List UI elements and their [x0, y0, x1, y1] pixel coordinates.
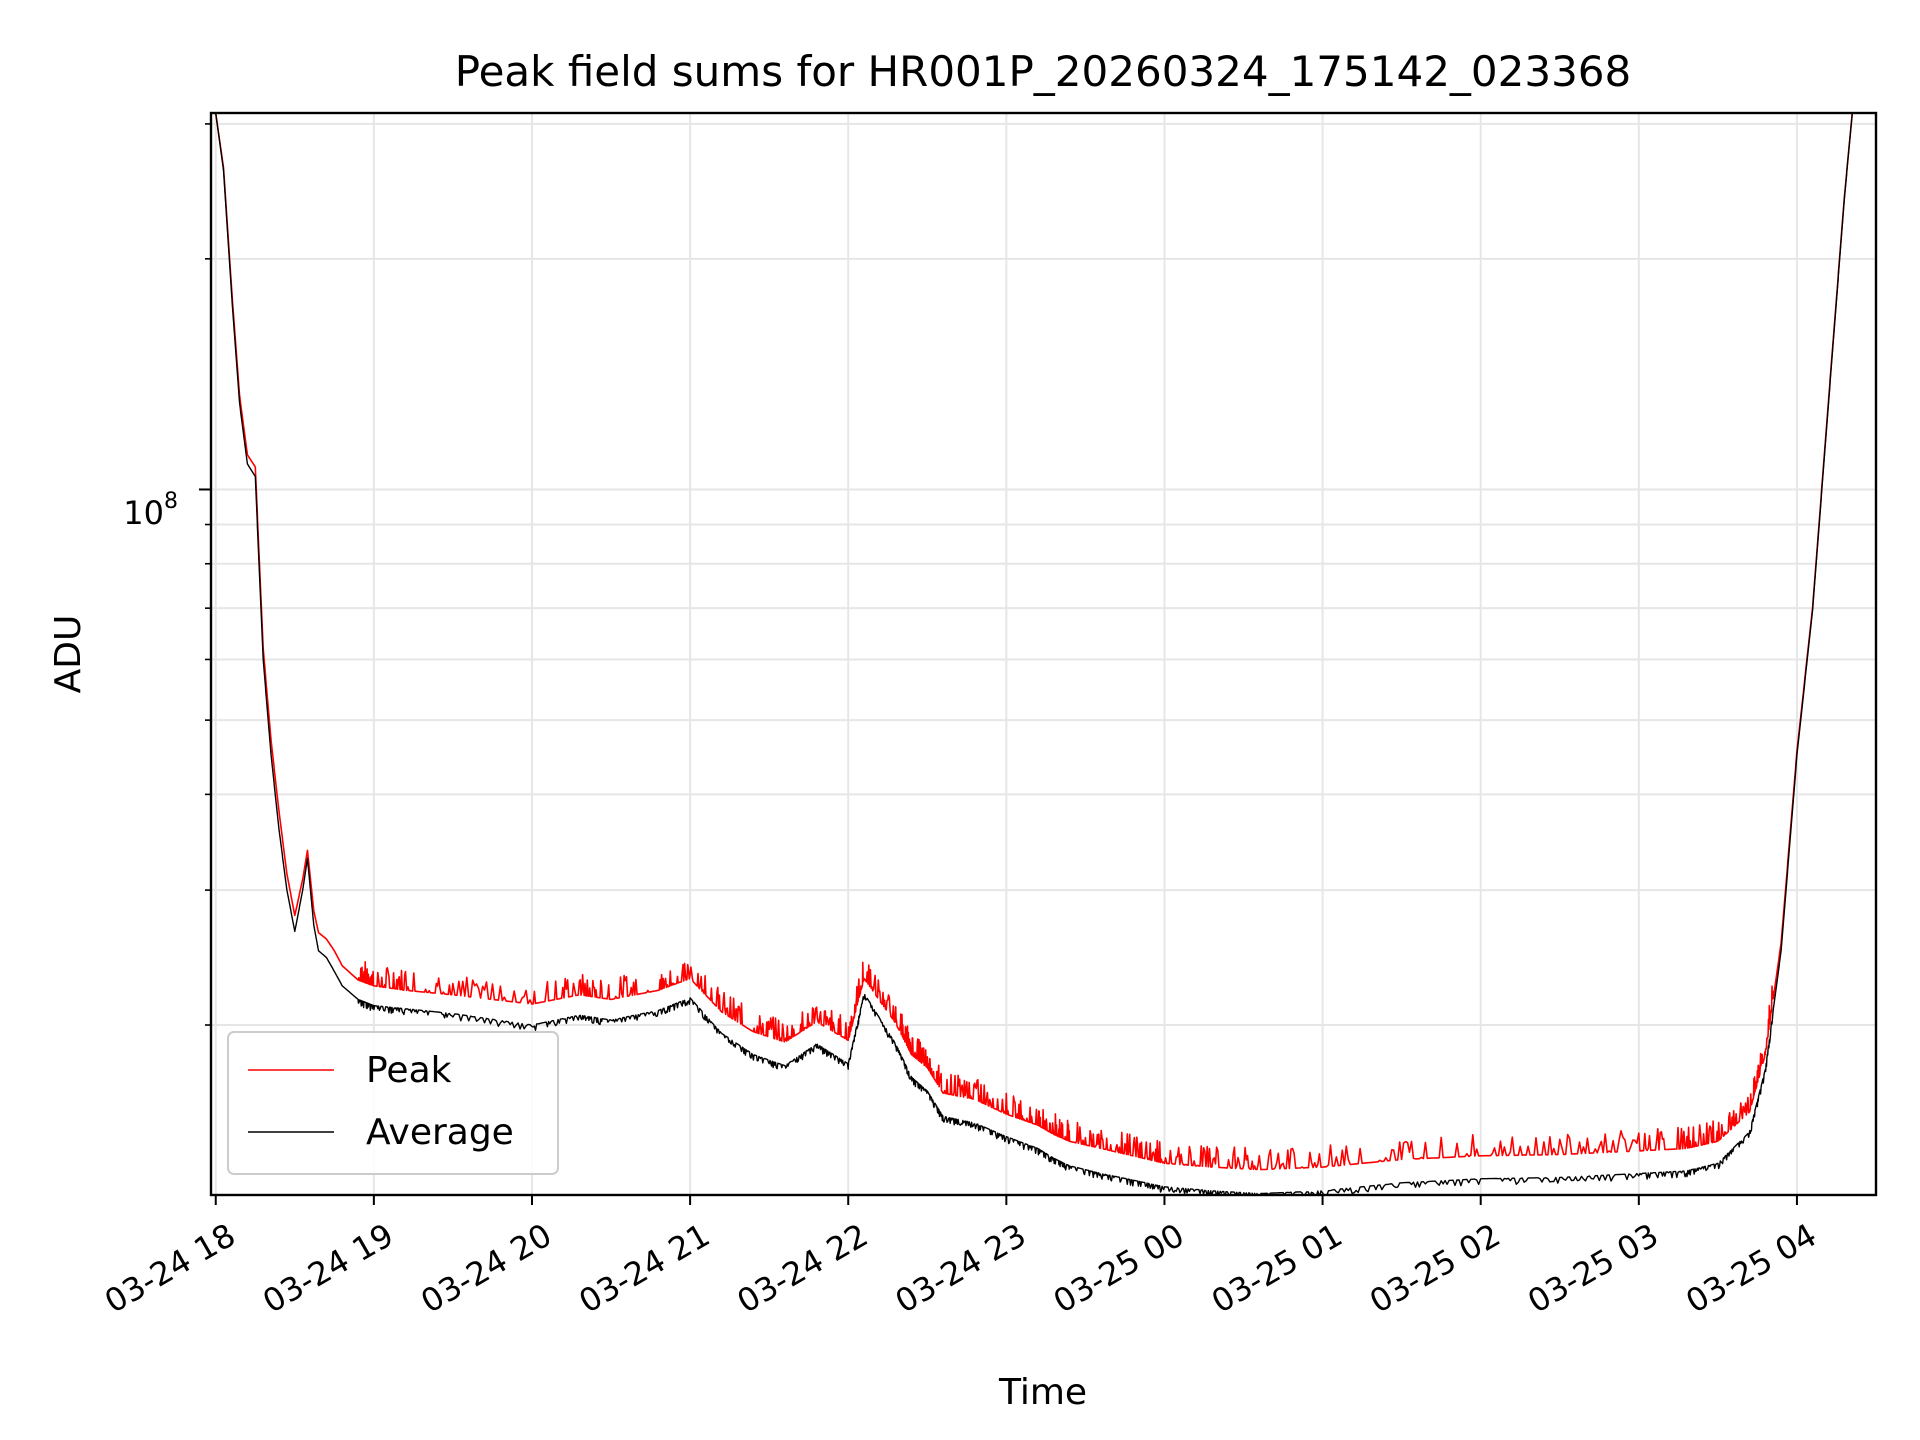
- legend: Peak Average: [227, 1031, 559, 1175]
- grid: [211, 113, 1876, 1195]
- legend-label-average: Average: [366, 1112, 514, 1153]
- series-line-average: [215, 113, 1853, 1195]
- series-layer: [214, 113, 1854, 1195]
- series-line-peak: [214, 113, 1854, 1171]
- plot-frame: [209, 111, 1878, 1197]
- y-tick-label-base: 10: [123, 494, 164, 532]
- x-axis-label: Time: [998, 1372, 1087, 1413]
- y-tick-label-exponent: 8: [164, 489, 178, 514]
- legend-box: [227, 1031, 559, 1175]
- chart-title: Peak field sums for HR001P_20260324_1751…: [455, 47, 1632, 96]
- y-axis-ticks: [199, 123, 211, 1026]
- legend-label-peak: Peak: [366, 1050, 452, 1091]
- y-tick-label-1e8: 108: [123, 489, 178, 532]
- plot-area: [211, 113, 1876, 1195]
- y-axis-label: ADU: [48, 615, 89, 694]
